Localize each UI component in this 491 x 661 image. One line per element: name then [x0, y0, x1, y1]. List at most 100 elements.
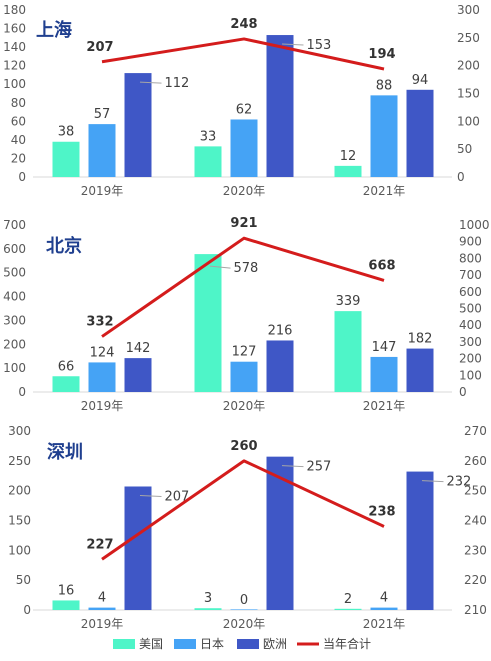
y-tick-label: 0 — [18, 170, 26, 184]
x-tick-label: 2021年 — [363, 184, 406, 198]
y-tick-label: 0 — [18, 385, 26, 399]
bar-jp — [88, 362, 116, 392]
y2-tick-label: 1000 — [459, 218, 490, 232]
y-tick-label: 140 — [3, 40, 26, 54]
y-tick-label: 100 — [3, 361, 26, 375]
label-leader — [281, 43, 304, 46]
bar-jp — [370, 607, 398, 610]
legend-swatch — [237, 639, 259, 649]
bar-value-label: 2 — [344, 592, 352, 607]
total-value-label: 921 — [230, 216, 257, 231]
y2-tick-label: 500 — [459, 302, 482, 316]
bar-value-label: 124 — [90, 345, 115, 360]
bar-us — [334, 608, 362, 610]
chart-panel-1: 0 20 40 60 80 100 120 140 160 180 0 50 100 150 200 250 3… — [3, 3, 480, 198]
y2-tick-label: 150 — [457, 87, 480, 101]
x-tick-label: 2020年 — [223, 617, 266, 631]
bar-eu — [124, 486, 152, 610]
y-tick-label: 250 — [8, 454, 31, 468]
bar-value-label: 16 — [58, 583, 75, 598]
y2-tick-label: 800 — [459, 251, 482, 265]
panel-title: 北京 — [46, 235, 82, 257]
bar-us — [194, 146, 222, 177]
y2-tick-label: 220 — [464, 573, 487, 587]
bar-eu — [266, 456, 294, 610]
bar-us — [334, 311, 362, 392]
label-leader — [139, 494, 162, 497]
y-tick-label: 500 — [3, 266, 26, 280]
legend-label: 当年合计 — [323, 636, 371, 651]
bar-value-label: 57 — [94, 107, 111, 122]
bar-value-label: 12 — [340, 149, 357, 164]
y2-tick-label: 600 — [459, 285, 482, 299]
y-tick-label: 300 — [8, 424, 31, 438]
y-tick-label: 80 — [11, 96, 26, 110]
bar-us — [334, 165, 362, 177]
y2-tick-label: 300 — [457, 3, 480, 17]
legend-swatch — [174, 639, 196, 649]
y-tick-label: 200 — [8, 484, 31, 498]
y-tick-label: 60 — [11, 114, 26, 128]
bar-us — [194, 254, 222, 392]
y2-tick-label: 100 — [457, 114, 480, 128]
y2-tick-label: 200 — [457, 59, 480, 73]
x-tick-label: 2021年 — [363, 617, 406, 631]
bar-jp — [230, 609, 258, 610]
bar-eu — [124, 73, 152, 177]
bar-jp — [88, 124, 116, 177]
bar-value-label: 153 — [307, 38, 332, 53]
bar-value-label: 216 — [268, 323, 293, 338]
bar-value-label: 578 — [234, 261, 259, 276]
bar-value-label: 94 — [412, 73, 429, 88]
bar-value-label: 4 — [380, 591, 388, 606]
legend-item: 当年合计 — [297, 636, 371, 651]
bar-value-label: 0 — [240, 593, 248, 608]
x-tick-label: 2019年 — [81, 617, 124, 631]
y-tick-label: 100 — [3, 77, 26, 91]
x-tick-label: 2019年 — [81, 399, 124, 413]
bar-value-label: 3 — [204, 591, 212, 606]
bar-eu — [266, 35, 294, 177]
total-value-label: 238 — [368, 504, 395, 519]
panel-title: 上海 — [36, 19, 72, 41]
y-tick-label: 600 — [3, 242, 26, 256]
label-leader — [209, 265, 231, 269]
y-tick-label: 300 — [3, 313, 26, 327]
legend-item: 欧洲 — [237, 637, 287, 651]
legend-label: 日本 — [200, 637, 224, 651]
y2-tick-label: 210 — [464, 603, 487, 617]
total-value-label: 248 — [230, 17, 257, 32]
bar-eu — [406, 89, 434, 177]
total-line — [101, 37, 385, 71]
y2-tick-label: 0 — [459, 385, 467, 399]
bar-value-label: 257 — [307, 460, 332, 475]
bar-value-label: 232 — [447, 475, 472, 490]
bar-value-label: 207 — [165, 489, 190, 504]
legend-item: 美国 — [113, 637, 163, 651]
legend-swatch — [113, 639, 135, 649]
legend: 美国 日本 欧洲 当年合计 — [113, 636, 371, 651]
label-leader — [139, 81, 162, 84]
y2-tick-label: 270 — [464, 424, 487, 438]
y2-tick-label: 200 — [459, 352, 482, 366]
total-value-label: 194 — [368, 47, 395, 62]
bar-jp — [230, 361, 258, 392]
y-tick-label: 150 — [8, 514, 31, 528]
total-value-label: 227 — [86, 537, 113, 552]
label-leader — [421, 480, 444, 483]
bar-us — [52, 376, 80, 392]
y2-tick-label: 300 — [459, 335, 482, 349]
total-value-label: 207 — [86, 40, 113, 55]
bar-us — [194, 608, 222, 610]
bar-value-label: 142 — [126, 341, 151, 356]
bar-jp — [88, 607, 116, 610]
total-value-label: 260 — [230, 439, 257, 454]
bar-value-label: 62 — [236, 102, 253, 117]
y2-tick-label: 900 — [459, 235, 482, 249]
chart-panel-3: 0501001502002503002102202302402502602702… — [8, 424, 487, 631]
total-value-label: 332 — [86, 315, 113, 330]
bar-value-label: 147 — [372, 340, 397, 355]
y2-tick-label: 0 — [457, 170, 465, 184]
bar-jp — [370, 95, 398, 177]
y-tick-label: 200 — [3, 337, 26, 351]
